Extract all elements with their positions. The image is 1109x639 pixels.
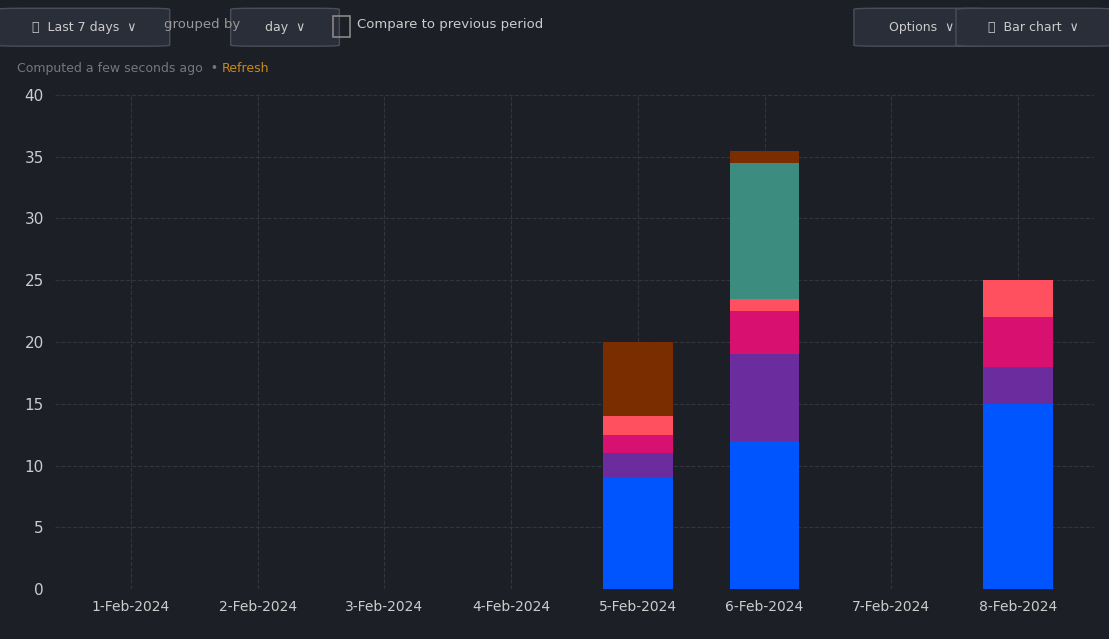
Bar [603,435,673,453]
Bar [603,453,673,478]
Bar [603,416,673,435]
Text: Compare to previous period: Compare to previous period [357,19,543,31]
FancyBboxPatch shape [0,8,170,46]
Bar [984,367,1052,404]
Text: Computed a few seconds ago  •: Computed a few seconds ago • [17,62,217,75]
Text: Options  ∨: Options ∨ [889,20,954,34]
Bar [333,16,350,37]
Bar [984,281,1052,318]
Text: day  ∨: day ∨ [265,20,305,34]
Text: 📊  Bar chart  ∨: 📊 Bar chart ∨ [988,20,1079,34]
Bar [984,404,1052,589]
Bar [984,318,1052,367]
Bar [730,355,800,441]
Bar [730,441,800,589]
Text: 📅  Last 7 days  ∨: 📅 Last 7 days ∨ [31,20,136,34]
Bar [603,478,673,589]
Bar [730,163,800,299]
FancyBboxPatch shape [231,8,339,46]
Text: grouped by: grouped by [164,19,241,31]
Bar [730,311,800,355]
Bar [730,151,800,163]
Bar [730,299,800,311]
Text: Refresh: Refresh [222,62,269,75]
Bar [603,342,673,416]
FancyBboxPatch shape [854,8,989,46]
FancyBboxPatch shape [956,8,1109,46]
